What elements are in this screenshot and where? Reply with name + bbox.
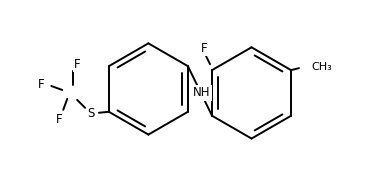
Text: F: F xyxy=(201,42,207,55)
Text: F: F xyxy=(74,58,81,71)
Text: F: F xyxy=(38,77,45,90)
Text: CH₃: CH₃ xyxy=(311,62,332,72)
Text: S: S xyxy=(87,107,95,120)
Text: NH: NH xyxy=(193,86,211,100)
Text: F: F xyxy=(56,113,63,126)
